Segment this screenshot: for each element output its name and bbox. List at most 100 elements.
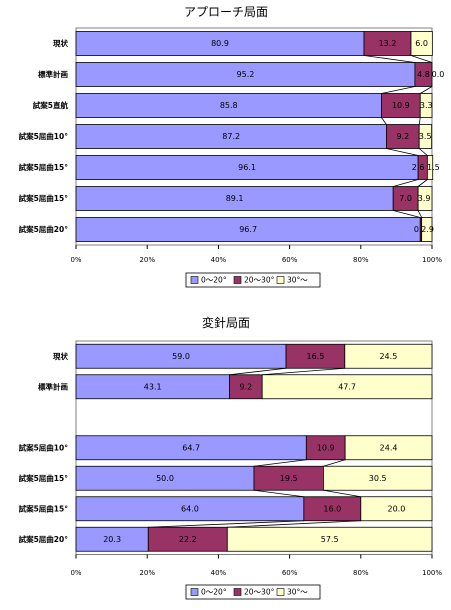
data-label: 10.9 [392, 101, 410, 110]
bar-segment [426, 155, 434, 180]
legend-label: 20～30° [244, 276, 275, 285]
x-tick-label: 60% [282, 256, 298, 264]
data-label: 43.1 [144, 382, 162, 391]
bar-segment [360, 496, 433, 522]
x-tick-label: 20% [139, 256, 155, 264]
category-label: 試案5屈曲10° [19, 442, 69, 452]
data-label: 3.5 [419, 132, 432, 141]
data-label: 87.2 [222, 132, 240, 141]
legend-label: 0～20° [201, 276, 227, 285]
series-line [393, 179, 419, 187]
bar-segment [75, 217, 421, 242]
x-tick-label: 60% [282, 569, 298, 577]
series-line [363, 55, 415, 63]
bar-segment [226, 526, 433, 552]
legend-label: 20～30° [244, 588, 275, 597]
legend-label: 30°～ [287, 588, 308, 597]
data-label: 9.2 [239, 382, 252, 391]
bar-segment [392, 186, 419, 211]
bar-segment [421, 217, 433, 242]
data-label: 24.5 [379, 352, 397, 361]
data-label: 2.6 [412, 163, 425, 172]
series-line [323, 459, 346, 467]
bar-segment [75, 374, 230, 400]
bar-segment [75, 31, 365, 56]
data-label: 24.4 [380, 443, 398, 452]
bar-segment [417, 186, 433, 211]
series-line [323, 489, 361, 498]
category-label: 標準計画 [38, 69, 68, 79]
legend-swatch [276, 588, 285, 596]
data-label: 7.0 [399, 194, 412, 203]
legend-swatch [190, 276, 199, 284]
data-label: 9.2 [396, 132, 409, 141]
category-label: 試案5直航 [33, 100, 69, 110]
x-tick-label: 0% [70, 256, 81, 264]
data-label: 0.4 [414, 225, 427, 234]
legend-box [185, 272, 321, 288]
data-label: 80.9 [211, 39, 229, 48]
series-line [262, 367, 345, 376]
bar-segment [381, 93, 421, 118]
series-line [229, 367, 287, 376]
category-label: 現状 [53, 351, 68, 361]
series-line [148, 520, 304, 528]
data-label: 50.0 [156, 474, 174, 483]
category-label: 標準計画 [38, 381, 68, 391]
bar-segment [414, 62, 433, 87]
series-line [381, 117, 387, 125]
category-label: 現状 [53, 38, 68, 48]
data-label: 85.8 [220, 101, 238, 110]
data-label: 95.2 [237, 70, 255, 79]
legend-swatch [276, 276, 285, 284]
category-label: 試案5屈曲20° [19, 534, 69, 544]
data-label: 30.5 [369, 474, 387, 483]
data-label: 16.5 [307, 352, 325, 361]
bar-segment [285, 343, 346, 369]
series-line [253, 489, 304, 498]
category-label: 試案5屈曲15° [19, 473, 69, 483]
data-label: 64.7 [182, 443, 200, 452]
x-tick-label: 40% [211, 256, 227, 264]
bar-segment [229, 374, 263, 400]
bar-segment [75, 93, 382, 118]
legend-swatch [233, 276, 242, 284]
series-line [227, 520, 361, 528]
data-label: 3.9 [418, 194, 431, 203]
bar-segment [75, 496, 305, 522]
series-line [393, 210, 421, 218]
series-line [417, 210, 423, 218]
data-label: 13.2 [379, 39, 397, 48]
bar-segment [303, 496, 362, 522]
bar-segment [344, 343, 433, 369]
data-label: 59.0 [172, 352, 190, 361]
data-label: 96.7 [239, 225, 257, 234]
data-label: 4.8 [417, 70, 430, 79]
legend-swatch [233, 588, 242, 596]
series-line [418, 148, 428, 156]
data-label: 2.9 [421, 225, 434, 234]
series-line [381, 86, 415, 94]
chart-title: 変針局面 [202, 315, 250, 330]
data-label: 16.0 [323, 504, 341, 513]
bar-segment [75, 186, 394, 211]
series-line [420, 86, 433, 94]
bar-segment [323, 465, 433, 491]
category-label: 試案5屈曲10° [19, 131, 69, 141]
data-label: 3.3 [420, 101, 433, 110]
chart-title: アプローチ局面 [184, 5, 268, 19]
category-label: 試案5屈曲15° [19, 162, 69, 172]
x-tick-label: 100% [422, 256, 442, 264]
x-tick-label: 40% [211, 569, 227, 577]
data-label: 0.0 [432, 70, 445, 79]
data-label: 20.3 [103, 535, 121, 544]
bar-segment [418, 124, 433, 149]
data-label: 47.7 [338, 382, 356, 391]
x-tick-label: 80% [353, 256, 369, 264]
data-label: 96.1 [238, 163, 256, 172]
category-label: 試案5屈曲20° [19, 224, 69, 234]
data-label: 89.1 [226, 194, 244, 203]
data-label: 10.9 [317, 443, 335, 452]
